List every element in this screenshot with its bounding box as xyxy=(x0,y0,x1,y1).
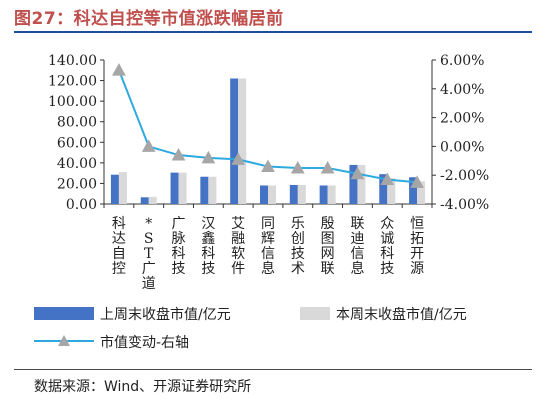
legend-label-this-week: 本周末收盘市值/亿元 xyxy=(336,306,467,323)
right-tick-label: 2.00% xyxy=(440,111,484,127)
source-rule xyxy=(14,369,532,370)
legend-swatch-marker xyxy=(58,335,70,346)
figure-title: 图27：科达自控等市值涨跌幅居前 xyxy=(14,9,284,29)
line-point xyxy=(380,172,395,186)
right-tick-label: 4.00% xyxy=(440,82,484,98)
bar-last-week xyxy=(140,197,149,204)
legend-label-last-week: 上周末收盘市值/亿元 xyxy=(100,306,231,323)
legend-swatch-this-week xyxy=(300,307,330,320)
category-label: * S T 广道 xyxy=(142,216,156,292)
bar-this-week xyxy=(148,196,157,204)
bar-last-week xyxy=(260,185,268,204)
right-tick-label: 6.00% xyxy=(440,53,484,69)
line-point xyxy=(261,159,275,173)
line-point xyxy=(350,166,365,180)
category-label: 艾融软件 xyxy=(231,216,245,277)
left-tick-label: 40.00 xyxy=(57,156,97,172)
bar-this-week xyxy=(178,172,187,204)
right-tick-label: -2.00% xyxy=(440,168,489,184)
category-label: 殷图网联 xyxy=(321,216,335,277)
bar-this-week xyxy=(417,181,426,204)
title-rule xyxy=(14,31,532,33)
line-point xyxy=(112,63,126,76)
left-tick-label: 0.00 xyxy=(66,197,97,213)
bar-this-week xyxy=(268,185,276,204)
source-note: 数据来源：Wind、开源证券研究所 xyxy=(34,379,252,395)
bar-this-week xyxy=(387,178,396,204)
line-point xyxy=(320,160,335,174)
category-label: 恒拓开源 xyxy=(410,216,424,277)
category-label: 科达自控 xyxy=(112,216,126,277)
bar-last-week xyxy=(200,176,209,204)
line-point xyxy=(141,139,156,152)
bar-last-week xyxy=(319,185,328,204)
bar-last-week xyxy=(170,172,179,204)
bar-this-week xyxy=(118,172,127,204)
line-point xyxy=(231,152,246,165)
bar-this-week xyxy=(327,185,336,204)
left-tick-label: 60.00 xyxy=(57,135,97,151)
bar-last-week xyxy=(409,177,418,204)
right-tick-label: -4.00% xyxy=(440,197,489,213)
category-label: 汉鑫科技 xyxy=(201,216,215,277)
left-tick-label: 80.00 xyxy=(57,115,97,131)
category-label: 联迪信息 xyxy=(350,216,364,277)
category-label: 同辉信息 xyxy=(261,216,275,277)
tick-labels: 0.00 20.00 40.00 60.00 80.00 100.00 120.00 140.… xyxy=(48,53,489,292)
line-point xyxy=(410,175,424,188)
left-tick-label: 20.00 xyxy=(57,176,97,192)
bar-last-week xyxy=(230,78,239,204)
bar-last-week xyxy=(110,174,119,204)
line-point xyxy=(201,150,216,164)
line-point xyxy=(290,160,305,174)
legend-label-line: 市值变动-右轴 xyxy=(100,334,189,351)
line-point xyxy=(171,147,186,161)
legend-swatch-last-week xyxy=(34,307,94,320)
bar-this-week xyxy=(297,184,306,204)
left-tick-label: 120.00 xyxy=(48,74,97,90)
category-label: 乐创技术 xyxy=(291,216,305,277)
left-tick-label: 100.00 xyxy=(48,94,97,110)
bar-last-week xyxy=(379,174,388,204)
bar-this-week xyxy=(357,164,366,204)
line-series xyxy=(112,63,424,188)
right-tick-label: 0.00% xyxy=(440,139,484,155)
bar-this-week xyxy=(208,176,217,204)
category-label: 众诚科技 xyxy=(380,216,394,277)
left-tick-label: 140.00 xyxy=(48,53,97,69)
bar-this-week xyxy=(238,78,247,204)
category-label: 广脉科技 xyxy=(172,216,186,277)
bar-last-week xyxy=(349,164,358,204)
bar-last-week xyxy=(289,184,298,204)
bars xyxy=(110,78,426,204)
